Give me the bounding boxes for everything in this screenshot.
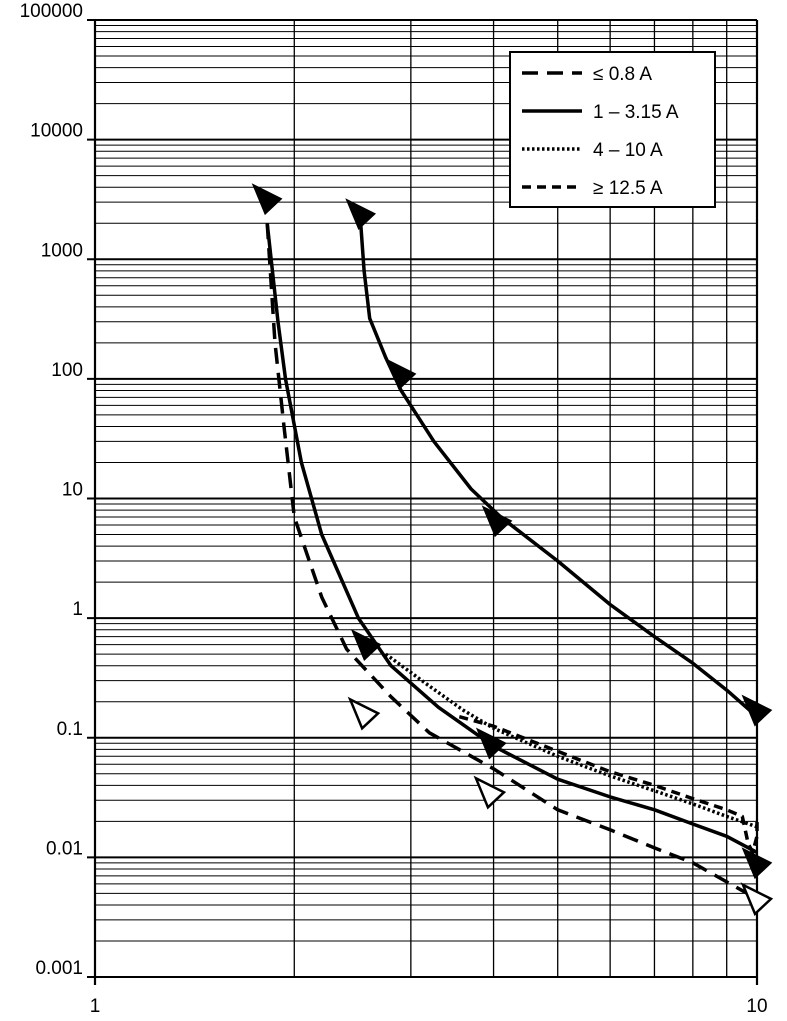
marker-open-10	[740, 882, 774, 917]
marker-filled-6	[741, 694, 773, 727]
y-tick-label: 10000	[30, 121, 83, 142]
series-line-solid-0	[265, 223, 758, 854]
legend: ≤ 0.8 A 1 – 3.15 A 4 – 10 A ≥ 12.5 A	[509, 51, 716, 208]
series-layer	[265, 223, 759, 901]
y-tick-label: 1	[72, 599, 83, 620]
legend-label-3: ≥ 12.5 A	[593, 178, 663, 199]
legend-label-2: 4 – 10 A	[593, 140, 663, 161]
marker-filled-4	[350, 629, 382, 661]
marker-filled-5	[475, 727, 507, 760]
marker-filled-2	[385, 358, 417, 391]
y-tick-label: 100	[51, 360, 83, 381]
series-line-dashed-3	[458, 715, 759, 855]
marker-open-9	[473, 775, 507, 810]
y-tick-label: 0.01	[46, 838, 83, 859]
y-tick-label: 0.001	[35, 958, 83, 979]
marker-filled-1	[345, 198, 377, 231]
y-tick-label: 100000	[20, 1, 83, 22]
x-tick-label: 1	[90, 996, 101, 1017]
marker-layer	[251, 183, 774, 917]
legend-box	[509, 51, 716, 208]
axis-tick-labels: 0.001 0.01 0.1 1 10 100 1000 10000 100000 1 10	[20, 1, 768, 1017]
y-tick-label: 1000	[41, 240, 83, 261]
marker-filled-3	[481, 505, 513, 538]
marker-filled-0	[251, 183, 283, 216]
y-tick-label: 0.1	[57, 719, 83, 740]
y-tick-label: 10	[62, 480, 83, 501]
series-line-longdash-1	[265, 223, 758, 901]
x-tick-label: 10	[746, 996, 767, 1017]
marker-open-8	[347, 696, 381, 731]
legend-label-1: 1 – 3.15 A	[593, 102, 679, 123]
marker-filled-7	[741, 847, 773, 880]
series-line-dotted-2	[384, 652, 758, 829]
series-line-solid-4	[358, 223, 759, 719]
legend-label-0: ≤ 0.8 A	[593, 64, 652, 85]
